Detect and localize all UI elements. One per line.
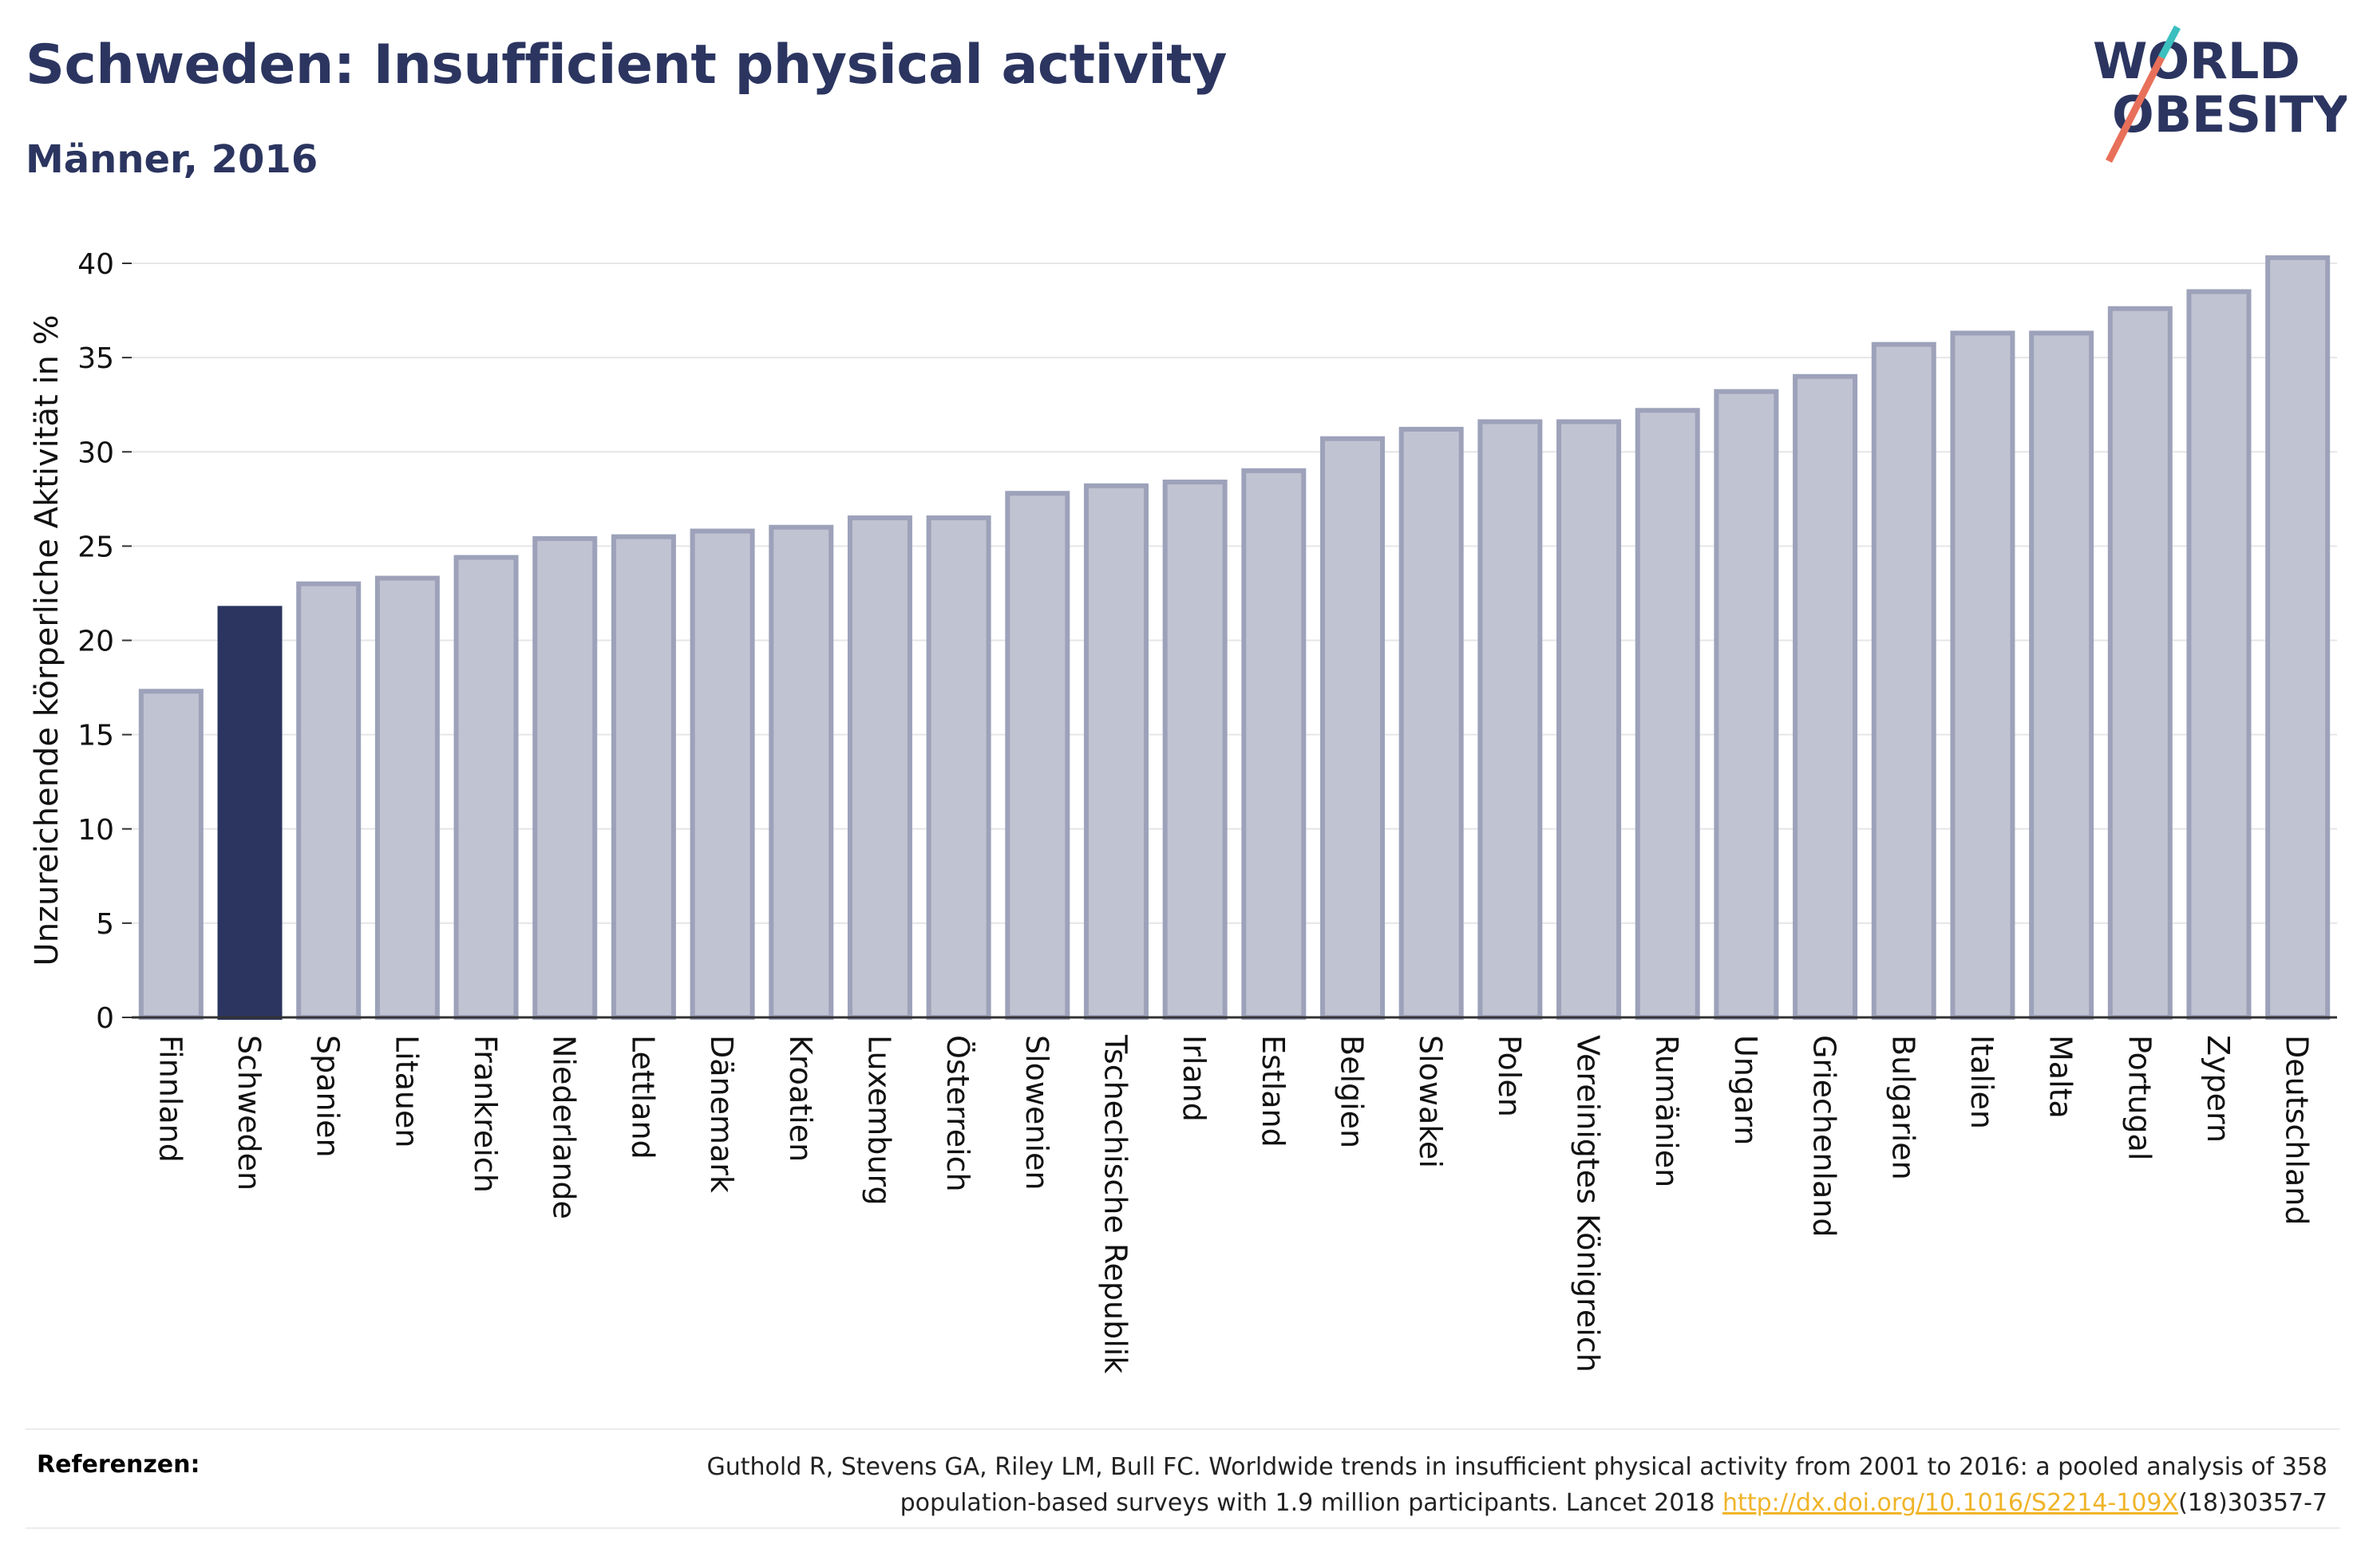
x-tick-label: Belgien: [1335, 1035, 1370, 1148]
x-tick-label: Irland: [1177, 1035, 1212, 1122]
references-bottom-divider: [26, 1527, 2340, 1529]
bar-schweden: [217, 606, 283, 1020]
y-axis-label: Unzureichende körperliche Aktivität in %: [29, 314, 65, 966]
references-text: Guthold R, Stevens GA, Riley LM, Bull FC…: [492, 1449, 2327, 1521]
x-tick-label: Tschechische Republik: [1097, 1034, 1133, 1373]
logo-line2: OBESITY: [2112, 85, 2347, 144]
logo-slash-teal: [2158, 25, 2181, 60]
axes: 0 5 10 15 20 25 30 35 40 Finnland Schweden Spanien L…: [77, 248, 2337, 1373]
x-tick-label: Schweden: [231, 1035, 267, 1191]
y-tick-label: 25: [77, 531, 114, 563]
bars: [138, 255, 2331, 1021]
x-tick-label: Frankreich: [468, 1035, 503, 1193]
x-tick-label: Kroatien: [783, 1035, 818, 1162]
y-tick-label: 20: [77, 626, 114, 658]
y-tick-label: 5: [96, 908, 114, 941]
bar-bulgarien: [1871, 342, 1936, 1020]
bar-litauen: [374, 575, 440, 1020]
y-tick-label: 10: [77, 814, 114, 847]
bar-lettland: [611, 534, 676, 1020]
x-tick-label: Bulgarien: [1885, 1035, 1920, 1180]
bar-niederlande: [532, 535, 598, 1020]
x-tick-label: Litauen: [389, 1035, 424, 1147]
x-tick-label: Italien: [1964, 1035, 1999, 1129]
bar-italien: [1950, 330, 2015, 1021]
reference-line2-prefix: population-based surveys with 1.9 millio…: [900, 1489, 1723, 1517]
reference-doi-link[interactable]: http://dx.doi.org/10.1016/S2214-109X: [1722, 1489, 2179, 1517]
bar-deutschland: [2265, 255, 2331, 1021]
bar-zypern: [2186, 289, 2252, 1020]
x-tick-label: Zypern: [2201, 1035, 2236, 1143]
bar-griechenland: [1793, 373, 1858, 1020]
bar-portugal: [2107, 306, 2173, 1020]
x-tick-label: Deutschland: [2280, 1035, 2315, 1225]
y-tick-label: 40: [77, 248, 114, 281]
bar-kroatien: [769, 524, 834, 1020]
bar-vereinigtes-königreich: [1556, 419, 1622, 1020]
bar-malta: [2029, 330, 2094, 1021]
x-tick-label: Niederlande: [547, 1035, 582, 1219]
chart-subtitle: Männer, 2016: [26, 137, 318, 182]
bar-tschechische-republik: [1083, 483, 1149, 1020]
bar-luxemburg: [847, 515, 912, 1020]
bar-irland: [1162, 480, 1228, 1020]
x-tick-label: Estland: [1256, 1035, 1291, 1147]
logo-slash-coral: [2105, 55, 2165, 164]
y-tick-label: 15: [77, 720, 114, 752]
x-tick-label: Lettland: [625, 1035, 660, 1159]
x-tick-label: Ungarn: [1728, 1035, 1763, 1145]
bar-österreich: [926, 515, 991, 1020]
bar-frankreich: [453, 555, 519, 1020]
bar-slowakei: [1398, 426, 1464, 1020]
x-tick-label: Finnland: [152, 1035, 188, 1163]
x-tick-label: Spanien: [310, 1035, 346, 1158]
x-tick-label: Malta: [2043, 1035, 2078, 1119]
x-tick-label: Polen: [1492, 1035, 1527, 1117]
bar-rumänien: [1635, 408, 1700, 1020]
references-top-divider: [26, 1428, 2340, 1430]
bar-polen: [1477, 419, 1543, 1020]
x-tick-label: Griechenland: [1807, 1035, 1842, 1238]
reference-line1: Guthold R, Stevens GA, Riley LM, Bull FC…: [706, 1453, 2327, 1481]
x-tick-label: Portugal: [2122, 1035, 2157, 1160]
references-label: Referenzen:: [37, 1451, 200, 1479]
bar-ungarn: [1714, 389, 1779, 1020]
world-obesity-logo: WORLD OBESITY: [2093, 25, 2347, 164]
x-tick-label: Rumänien: [1649, 1035, 1684, 1187]
bar-finnland: [138, 689, 204, 1020]
bar-estland: [1241, 468, 1307, 1020]
x-tick-label: Slowakei: [1413, 1035, 1448, 1168]
y-tick-label: 30: [77, 436, 114, 469]
x-tick-label: Luxemburg: [861, 1035, 896, 1206]
bar-spanien: [296, 581, 362, 1020]
x-tick-label: Österreich: [940, 1035, 975, 1192]
y-tick-label: 35: [77, 342, 114, 375]
x-tick-label: Slowenien: [1019, 1035, 1054, 1191]
chart-title: Schweden: Insufficient physical activity: [26, 34, 1227, 97]
bar-dänemark: [690, 528, 755, 1020]
y-tick-label: 0: [96, 1002, 114, 1035]
x-tick-label: Vereinigtes Königreich: [1571, 1035, 1606, 1372]
bar-slowenien: [1005, 491, 1070, 1020]
bar-chart: 0 5 10 15 20 25 30 35 40 Finnland Schweden Spanien L…: [29, 248, 2337, 1373]
bar-belgien: [1320, 436, 1386, 1020]
logo-line1: WORLD: [2093, 32, 2300, 90]
reference-line2-suffix: (18)30357-7: [2178, 1489, 2327, 1517]
x-tick-label: Dänemark: [704, 1035, 739, 1193]
